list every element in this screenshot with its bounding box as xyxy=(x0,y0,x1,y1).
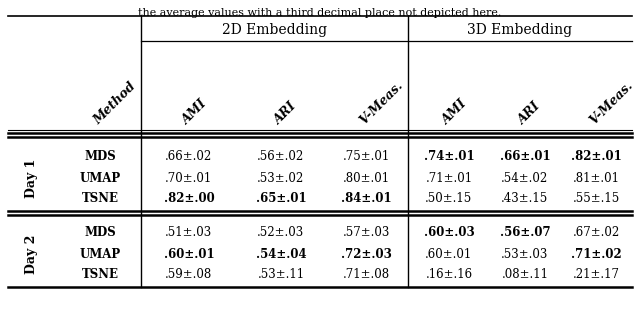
Text: .55±.15: .55±.15 xyxy=(572,193,620,205)
Text: .60±.01: .60±.01 xyxy=(164,248,214,261)
Text: V-Meas.: V-Meas. xyxy=(587,78,636,127)
Text: .53±.03: .53±.03 xyxy=(501,248,548,261)
Text: .56±.07: .56±.07 xyxy=(500,227,550,239)
Text: .60±.03: .60±.03 xyxy=(424,227,474,239)
Text: .21±.17: .21±.17 xyxy=(573,268,620,282)
Text: .54±.04: .54±.04 xyxy=(256,248,307,261)
Text: .50±.15: .50±.15 xyxy=(426,193,472,205)
Text: V-Meas.: V-Meas. xyxy=(357,78,406,127)
Text: Method: Method xyxy=(91,80,138,127)
Text: .70±.01: .70±.01 xyxy=(165,171,212,184)
Text: UMAP: UMAP xyxy=(79,248,120,261)
Text: AMI: AMI xyxy=(180,97,210,127)
Text: .84±.01: .84±.01 xyxy=(341,193,392,205)
Text: .57±.03: .57±.03 xyxy=(343,227,390,239)
Text: ARI: ARI xyxy=(516,99,543,127)
Text: .54±.02: .54±.02 xyxy=(501,171,548,184)
Text: .75±.01: .75±.01 xyxy=(343,150,390,164)
Text: .80±.01: .80±.01 xyxy=(343,171,390,184)
Text: .71±.02: .71±.02 xyxy=(571,248,621,261)
Text: .56±.02: .56±.02 xyxy=(257,150,305,164)
Text: .16±.16: .16±.16 xyxy=(426,268,472,282)
Text: .82±.01: .82±.01 xyxy=(571,150,621,164)
Text: .60±.01: .60±.01 xyxy=(426,248,472,261)
Text: Day 2: Day 2 xyxy=(24,234,38,274)
Text: .72±.03: .72±.03 xyxy=(341,248,392,261)
Text: .65±.01: .65±.01 xyxy=(256,193,307,205)
Text: .53±.11: .53±.11 xyxy=(257,268,305,282)
Text: .67±.02: .67±.02 xyxy=(572,227,620,239)
Text: TSNE: TSNE xyxy=(81,268,118,282)
Text: UMAP: UMAP xyxy=(79,171,120,184)
Text: .59±.08: .59±.08 xyxy=(165,268,212,282)
Text: .66±.02: .66±.02 xyxy=(165,150,212,164)
Text: .52±.03: .52±.03 xyxy=(257,227,305,239)
Text: the average values with a third decimal place not depicted here.: the average values with a third decimal … xyxy=(138,8,502,18)
Text: .08±.11: .08±.11 xyxy=(502,268,548,282)
Text: MDS: MDS xyxy=(84,227,116,239)
Text: 2D Embedding: 2D Embedding xyxy=(222,23,327,37)
Text: TSNE: TSNE xyxy=(81,193,118,205)
Text: .82±.00: .82±.00 xyxy=(164,193,214,205)
Text: .71±.08: .71±.08 xyxy=(343,268,390,282)
Text: Day 1: Day 1 xyxy=(24,158,38,198)
Text: 3D Embedding: 3D Embedding xyxy=(467,23,573,37)
Text: .43±.15: .43±.15 xyxy=(501,193,548,205)
Text: .74±.01: .74±.01 xyxy=(424,150,474,164)
Text: .66±.01: .66±.01 xyxy=(500,150,550,164)
Text: AMI: AMI xyxy=(440,97,470,127)
Text: .71±.01: .71±.01 xyxy=(426,171,472,184)
Text: MDS: MDS xyxy=(84,150,116,164)
Text: .51±.03: .51±.03 xyxy=(165,227,212,239)
Text: .81±.01: .81±.01 xyxy=(573,171,620,184)
Text: ARI: ARI xyxy=(272,99,300,127)
Text: .53±.02: .53±.02 xyxy=(257,171,305,184)
